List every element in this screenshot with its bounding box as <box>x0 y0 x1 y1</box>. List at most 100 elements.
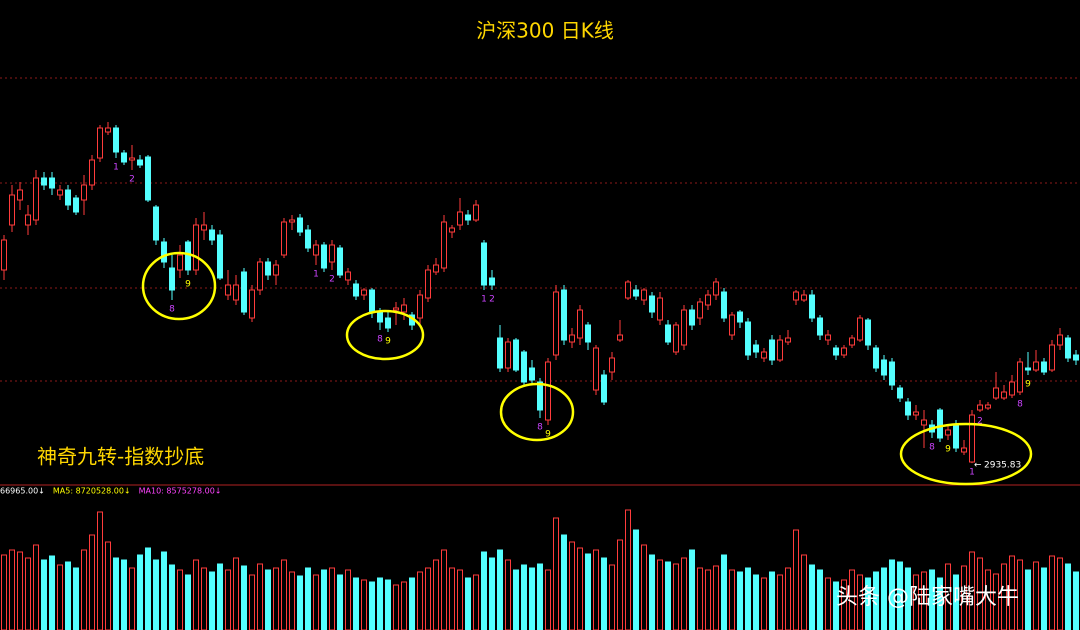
volume-bar <box>1073 571 1079 630</box>
candle-body <box>561 289 567 341</box>
annotation-arrow: ← <box>974 461 982 471</box>
volume-bar <box>857 574 863 630</box>
volume-bar <box>673 563 679 630</box>
candle-body <box>33 177 39 221</box>
volume-bar <box>217 563 223 630</box>
candle-body <box>785 337 791 343</box>
volume-bar <box>625 509 631 630</box>
candle-body <box>209 229 215 241</box>
volume-bar <box>409 577 415 630</box>
volume-bar <box>873 571 879 630</box>
volume-bar <box>601 557 607 630</box>
volume-bar <box>1041 567 1047 630</box>
candle-body <box>657 297 663 321</box>
candle-body <box>753 344 759 353</box>
count-label: 9 <box>1025 380 1031 390</box>
volume-bar <box>193 559 199 630</box>
candle-body <box>921 419 927 426</box>
candle-body <box>177 254 183 271</box>
count-label: 2 <box>489 295 495 305</box>
volume-bar <box>761 577 767 630</box>
volume-bar <box>329 567 335 630</box>
count-label: 2 <box>977 417 983 427</box>
volume-bar <box>945 563 951 630</box>
volume-bar <box>961 565 967 630</box>
candle-body <box>977 404 983 411</box>
volume-bar <box>385 579 391 630</box>
volume-bar <box>249 574 255 630</box>
volume-bar <box>577 547 583 630</box>
candle-body <box>905 401 911 416</box>
volume-bar <box>281 559 287 630</box>
candle-body <box>641 289 647 301</box>
candle-body <box>617 334 623 341</box>
volume-legend: MA10: 8575278.00↓ <box>139 487 222 496</box>
candle-body <box>553 291 559 356</box>
volume-bar <box>1025 569 1031 630</box>
volume-bar <box>913 574 919 630</box>
candle-body <box>129 157 135 161</box>
volume-bar <box>769 571 775 630</box>
candle-body <box>313 244 319 256</box>
candle-body <box>361 289 367 296</box>
candle-body <box>833 347 839 356</box>
candle-body <box>1017 361 1023 393</box>
volume-bar <box>353 577 359 630</box>
candle-body <box>505 341 511 369</box>
volume-bar <box>81 549 87 630</box>
volume-bar <box>113 557 119 630</box>
volume-bar <box>473 574 479 630</box>
volume-bar <box>977 557 983 630</box>
candle-body <box>1065 337 1071 359</box>
candle-body <box>9 194 15 226</box>
candle-body <box>593 347 599 391</box>
candle-body <box>417 294 423 319</box>
candle-body <box>521 351 527 383</box>
candle-body <box>1057 334 1063 346</box>
volume-bar <box>169 564 175 630</box>
volume-bar <box>553 517 559 630</box>
volume-bar <box>1065 563 1071 630</box>
volume-bar <box>345 569 351 630</box>
candle-body <box>817 317 823 336</box>
candle-body <box>825 334 831 341</box>
volume-bar <box>297 575 303 630</box>
volume-bar <box>233 557 239 630</box>
candle-body <box>241 271 247 313</box>
candle-body <box>489 277 495 286</box>
candle-body <box>881 359 887 376</box>
count-label: 2 <box>129 175 135 185</box>
candle-body <box>353 283 359 297</box>
candle-body <box>97 127 103 159</box>
volume-bar <box>929 569 935 630</box>
candle-body <box>537 381 543 411</box>
candle-body <box>689 309 695 326</box>
volume-bar <box>641 544 647 630</box>
candle-body <box>433 264 439 273</box>
volume-bar <box>209 571 215 630</box>
candle-body <box>65 189 71 206</box>
volume-bar <box>65 561 71 630</box>
volume-bar <box>49 555 55 630</box>
volume-bar <box>425 567 431 630</box>
candle-body <box>713 281 719 296</box>
volume-bar <box>417 571 423 630</box>
candle-body <box>249 289 255 319</box>
volume-bar <box>441 549 447 630</box>
volume-bar <box>585 553 591 630</box>
candle-body <box>449 227 455 233</box>
candle-body <box>529 367 535 381</box>
candle-body <box>729 314 735 336</box>
candle-body <box>465 214 471 221</box>
candle-body <box>705 294 711 306</box>
candle-body <box>585 324 591 343</box>
candle-body <box>761 351 767 359</box>
candle-body <box>841 347 847 356</box>
candle-body <box>57 189 63 196</box>
candle-body <box>1025 367 1031 371</box>
candle-body <box>81 184 87 201</box>
candle-body <box>369 289 375 313</box>
candle-body <box>625 281 631 299</box>
candle-body <box>193 224 199 271</box>
